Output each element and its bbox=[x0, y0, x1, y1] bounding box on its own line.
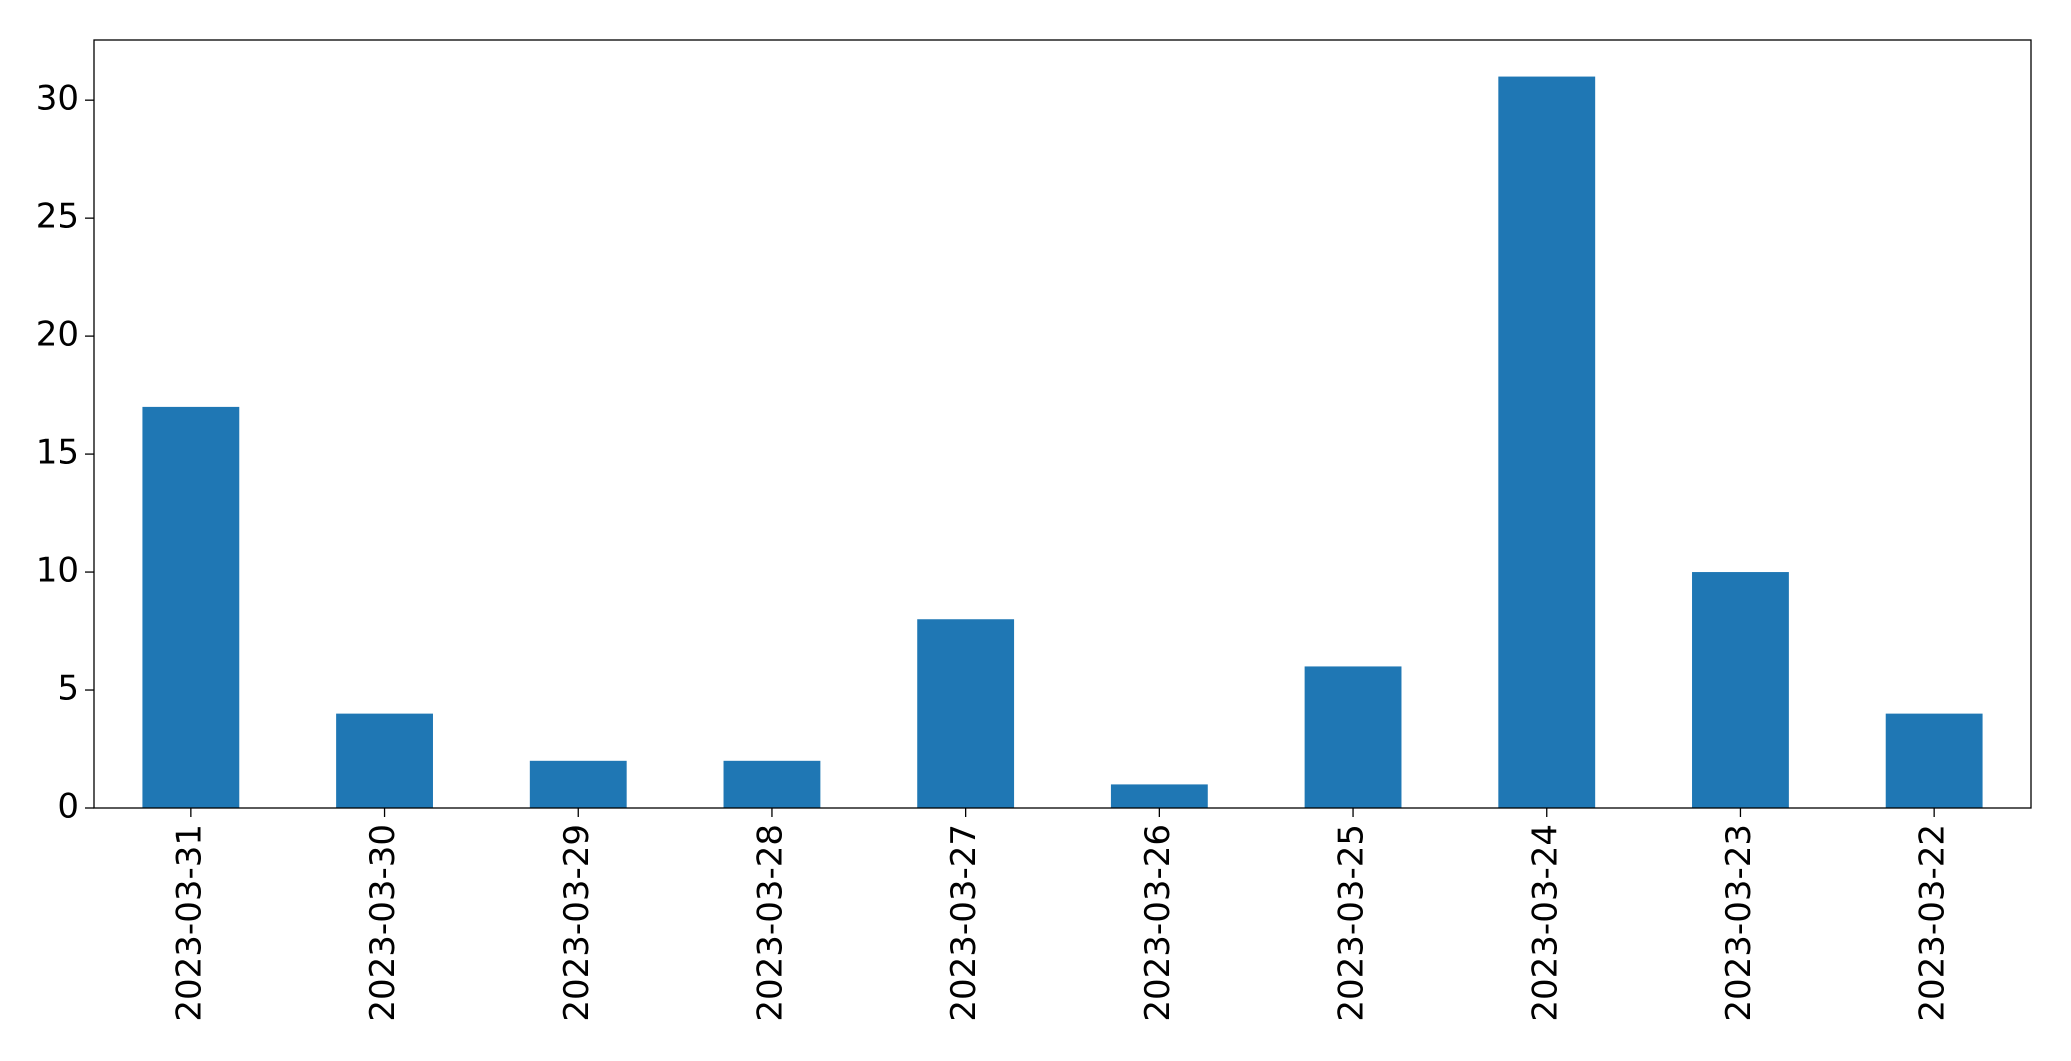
axes-frame bbox=[93, 39, 2032, 809]
bar bbox=[1885, 713, 1983, 808]
x-tick-label: 2023-03-29 bbox=[557, 824, 597, 1022]
y-tick-label: 25 bbox=[36, 197, 79, 237]
bar bbox=[529, 760, 627, 808]
x-tick-label: 2023-03-25 bbox=[1332, 824, 1372, 1022]
bar bbox=[1110, 784, 1208, 808]
x-tick-label: 2023-03-22 bbox=[1913, 824, 1953, 1022]
bar bbox=[336, 713, 433, 808]
y-tick-label: 0 bbox=[57, 787, 79, 827]
y-tick-label: 30 bbox=[36, 79, 79, 119]
bar bbox=[1304, 666, 1402, 808]
x-tick-label: 2023-03-26 bbox=[1138, 824, 1178, 1022]
bar bbox=[917, 619, 1015, 808]
bar bbox=[723, 760, 821, 808]
x-tick-label: 2023-03-30 bbox=[363, 824, 403, 1022]
x-tick-label: 2023-03-27 bbox=[944, 824, 984, 1022]
y-tick-label: 20 bbox=[36, 315, 79, 355]
bar bbox=[142, 406, 240, 808]
y-tick-label: 5 bbox=[57, 669, 79, 709]
x-tick-label: 2023-03-31 bbox=[169, 824, 209, 1022]
x-tick-label: 2023-03-23 bbox=[1719, 824, 1759, 1022]
x-tick-label: 2023-03-24 bbox=[1525, 824, 1565, 1022]
x-tick-label: 2023-03-28 bbox=[750, 824, 790, 1022]
bar bbox=[1498, 76, 1596, 809]
y-tick-label: 15 bbox=[36, 433, 79, 473]
plot-area bbox=[142, 76, 1983, 809]
y-tick-label: 10 bbox=[36, 551, 79, 591]
bar bbox=[1692, 572, 1789, 808]
